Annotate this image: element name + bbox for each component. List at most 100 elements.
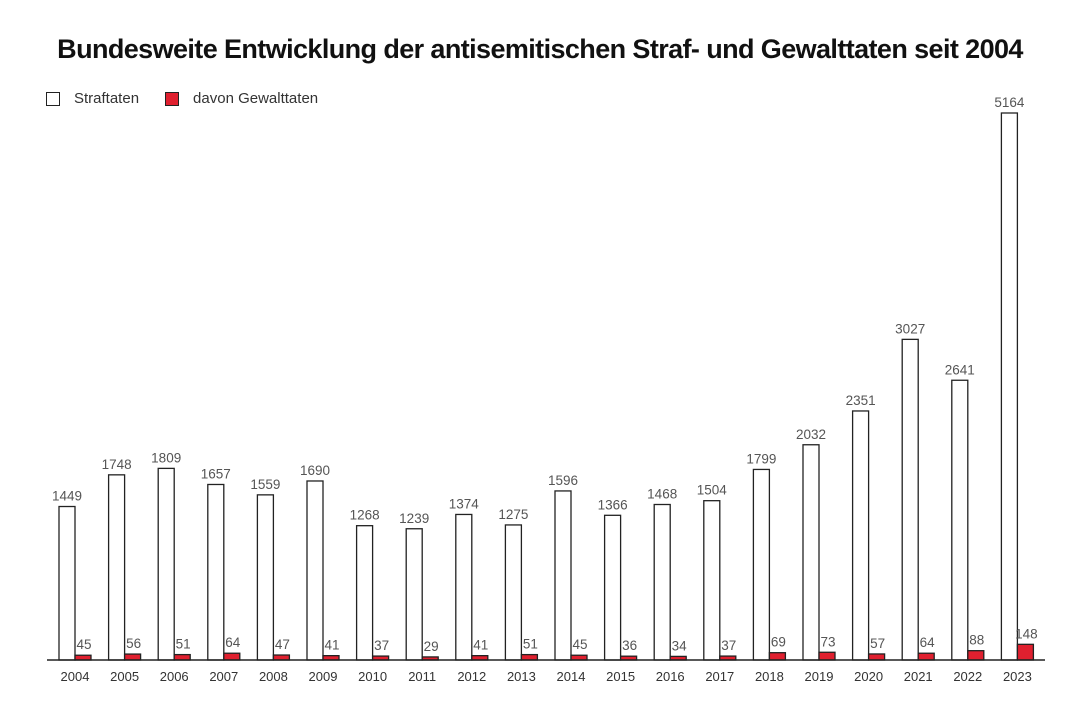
bar-gewalttaten (867, 653, 886, 661)
data-label-gewalttaten: 148 (1015, 626, 1038, 641)
legend: Straftaten davon Gewalttaten (46, 90, 344, 107)
legend-item-gewalttaten: davon Gewalttaten (165, 90, 318, 107)
x-tick-label: 2006 (160, 669, 189, 684)
x-tick-label: 2013 (507, 669, 536, 684)
bar-straftaten (306, 480, 324, 661)
data-label-straftaten: 1374 (449, 496, 480, 511)
data-label-gewalttaten: 64 (225, 635, 241, 650)
x-tick-label: 2016 (656, 669, 685, 684)
bar-straftaten (951, 379, 969, 661)
bar-straftaten (355, 525, 374, 661)
data-label-straftaten: 1596 (548, 473, 578, 488)
x-tick-label: 2009 (309, 669, 338, 684)
bar-gewalttaten (123, 653, 142, 661)
bar-straftaten (157, 467, 175, 661)
x-tick-label: 2010 (358, 669, 387, 684)
x-tick-label: 2014 (557, 669, 586, 684)
data-label-gewalttaten: 51 (523, 637, 538, 652)
bar-straftaten (405, 528, 423, 661)
data-label-gewalttaten: 51 (176, 637, 191, 652)
chart-title: Bundesweite Entwicklung der antisemitisc… (57, 34, 1023, 64)
data-label-straftaten: 1809 (151, 450, 181, 465)
data-label-straftaten: 2641 (945, 362, 975, 377)
data-label-straftaten: 1748 (102, 457, 132, 472)
x-tick-label: 2012 (457, 669, 486, 684)
bar-gewalttaten (917, 652, 935, 661)
legend-label-gewalttaten: davon Gewalttaten (193, 90, 319, 107)
data-label-straftaten: 1468 (647, 487, 677, 502)
data-label-gewalttaten: 56 (126, 636, 141, 651)
legend-label-straftaten: Straftaten (74, 90, 140, 107)
data-label-straftaten: 1449 (52, 489, 82, 504)
bar-straftaten (58, 505, 76, 661)
data-label-gewalttaten: 36 (622, 638, 637, 653)
bar-straftaten (901, 338, 919, 661)
x-tick-label: 2011 (408, 669, 436, 684)
bar-gewalttaten (74, 654, 92, 661)
data-label-gewalttaten: 88 (969, 633, 984, 648)
bar-straftaten (455, 513, 473, 661)
bar-gewalttaten (768, 652, 787, 661)
x-tick-label: 2017 (705, 669, 734, 684)
x-tick-label: 2015 (606, 669, 635, 684)
data-label-gewalttaten: 45 (572, 637, 587, 652)
bar-gewalttaten (570, 654, 588, 661)
data-label-straftaten: 1657 (201, 466, 231, 481)
x-tick-label: 2007 (209, 669, 238, 684)
data-label-gewalttaten: 37 (374, 638, 389, 653)
bar-gewalttaten (1016, 643, 1035, 661)
x-tick-label: 2018 (755, 669, 784, 684)
data-label-gewalttaten: 34 (672, 638, 688, 653)
data-label-gewalttaten: 45 (76, 637, 91, 652)
x-tick-label: 2023 (1003, 669, 1032, 684)
legend-swatch-straftaten (46, 91, 60, 106)
bar-straftaten (851, 410, 870, 661)
x-tick-label: 2019 (805, 669, 834, 684)
bar-straftaten (256, 494, 275, 661)
bar-straftaten (1000, 112, 1019, 661)
bar-gewalttaten (173, 653, 191, 661)
data-label-gewalttaten: 41 (324, 638, 339, 653)
bar-gewalttaten (223, 652, 241, 661)
data-label-straftaten: 1504 (697, 483, 728, 498)
data-label-straftaten: 1239 (399, 511, 429, 526)
data-label-gewalttaten: 64 (920, 635, 936, 650)
x-tick-label: 2005 (110, 669, 139, 684)
data-label-straftaten: 1799 (746, 451, 776, 466)
legend-item-straftaten: Straftaten (46, 90, 139, 107)
data-label-straftaten: 1275 (498, 507, 528, 522)
x-tick-label: 2020 (854, 669, 883, 684)
data-label-straftaten: 5164 (994, 95, 1025, 110)
bar-gewalttaten (967, 650, 985, 661)
bar-gewalttaten (818, 651, 836, 661)
bar-straftaten (504, 524, 523, 661)
x-tick-label: 2008 (259, 669, 288, 684)
bar-straftaten (207, 483, 225, 661)
data-label-gewalttaten: 37 (721, 638, 736, 653)
data-label-gewalttaten: 73 (820, 634, 835, 649)
data-label-gewalttaten: 69 (771, 635, 786, 650)
bar-straftaten (802, 444, 820, 661)
data-label-gewalttaten: 47 (275, 637, 290, 652)
bar-straftaten (703, 500, 721, 661)
bar-straftaten (107, 474, 126, 661)
bar-straftaten (554, 490, 572, 661)
data-label-straftaten: 2032 (796, 427, 826, 442)
data-label-gewalttaten: 41 (473, 638, 488, 653)
x-tick-label: 2004 (61, 669, 90, 684)
data-label-straftaten: 3027 (895, 321, 925, 336)
data-label-straftaten: 1366 (598, 497, 628, 512)
x-tick-label: 2022 (953, 669, 982, 684)
data-label-straftaten: 2351 (846, 393, 876, 408)
legend-swatch-gewalttaten (165, 91, 180, 106)
bar-gewalttaten (520, 653, 539, 661)
data-label-straftaten: 1690 (300, 463, 330, 478)
bar-straftaten (653, 503, 671, 661)
x-tick-label: 2021 (904, 669, 933, 684)
data-label-straftaten: 1559 (250, 477, 280, 492)
data-label-gewalttaten: 57 (870, 636, 885, 651)
bar-straftaten (603, 514, 622, 661)
data-label-gewalttaten: 29 (424, 639, 439, 654)
bar-straftaten (752, 468, 771, 661)
